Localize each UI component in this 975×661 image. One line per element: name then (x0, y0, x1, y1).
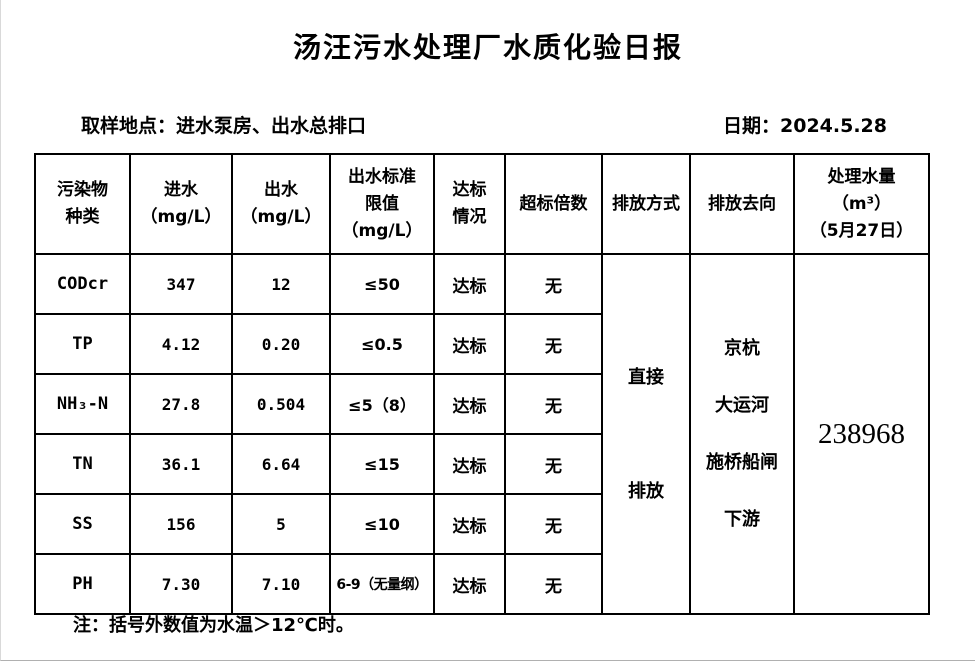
water-quality-table: 污染物 种类 进水 （mg/L） 出水 （mg/L） 出水标准 限值 （mg/L… (34, 153, 930, 615)
status-value: 达标 (433, 253, 506, 315)
col-header-inflow: 进水 （mg/L） (129, 153, 233, 255)
pollutant-name: TN (34, 433, 131, 495)
limit-value: 6-9（无量纲） (329, 553, 435, 615)
pollutant-name: NH₃-N (34, 373, 131, 435)
status-value: 达标 (433, 553, 506, 615)
inflow-value: 36.1 (129, 433, 233, 495)
table-header-row: 污染物 种类 进水 （mg/L） 出水 （mg/L） 出水标准 限值 （mg/L… (34, 153, 930, 255)
col-header-exceed: 超标倍数 (504, 153, 603, 255)
inflow-value: 4.12 (129, 313, 233, 375)
col-header-volume: 处理水量 （m³） （5月27日） (793, 153, 930, 255)
table-row: PH 7.30 7.10 6-9（无量纲） 达标 无 (34, 553, 929, 615)
table-row: TN 36.1 6.64 ≤15 达标 无 (34, 433, 929, 495)
table-row: NH₃-N 27.8 0.504 ≤5（8） 达标 无 (34, 373, 929, 435)
col-header-destination: 排放去向 (689, 153, 795, 255)
limit-value: ≤50 (329, 253, 435, 315)
page-title: 汤汪污水处理厂水质化验日报 (292, 31, 683, 64)
discharge-method-cell: 直接 排放 (601, 253, 691, 615)
limit-value: ≤10 (329, 493, 435, 555)
inflow-value: 347 (129, 253, 233, 315)
exceed-value: 无 (504, 373, 603, 435)
table-footnote: 注：括号外数值为水温＞12℃时。 (73, 615, 354, 636)
table-row: CODcr 347 12 ≤50 达标 无 直接 排放 京杭 大运河 施桥船闸 … (34, 253, 930, 615)
status-value: 达标 (433, 373, 506, 435)
outflow-value: 6.64 (231, 433, 331, 495)
discharge-destination-cell: 京杭 大运河 施桥船闸 下游 (689, 253, 795, 615)
status-value: 达标 (433, 433, 506, 495)
col-header-pollutant: 污染物 种类 (34, 153, 131, 255)
status-value: 达标 (433, 493, 506, 555)
inflow-value: 7.30 (129, 553, 233, 615)
treated-volume-cell: 238968 (793, 253, 930, 615)
sampling-location-label: 取样地点：进水泵房、出水总排口 (81, 115, 367, 137)
limit-value: ≤15 (329, 433, 435, 495)
status-value: 达标 (433, 313, 506, 375)
pollutant-name: SS (34, 493, 131, 555)
outflow-value: 0.504 (231, 373, 331, 435)
pollutant-name: CODcr (34, 253, 131, 315)
limit-value: ≤0.5 (329, 313, 435, 375)
outflow-value: 0.20 (231, 313, 331, 375)
exceed-value: 无 (504, 253, 603, 315)
col-header-limit: 出水标准 限值 （mg/L） (329, 153, 435, 255)
inflow-value: 156 (129, 493, 233, 555)
outflow-value: 5 (231, 493, 331, 555)
col-header-method: 排放方式 (601, 153, 691, 255)
col-header-status: 达标 情况 (433, 153, 506, 255)
table-row: SS 156 5 ≤10 达标 无 (34, 493, 929, 555)
limit-value: ≤5（8） (329, 373, 435, 435)
outflow-value: 12 (231, 253, 331, 315)
col-header-outflow: 出水 （mg/L） (231, 153, 331, 255)
inflow-value: 27.8 (129, 373, 233, 435)
pollutant-name: TP (34, 313, 131, 375)
pollutant-name: PH (34, 553, 131, 615)
exceed-value: 无 (504, 553, 603, 615)
exceed-value: 无 (504, 433, 603, 495)
exceed-value: 无 (504, 313, 603, 375)
report-date-label: 日期：2024.5.28 (723, 115, 887, 137)
outflow-value: 7.10 (231, 553, 331, 615)
table-row: TP 4.12 0.20 ≤0.5 达标 无 (34, 313, 929, 375)
exceed-value: 无 (504, 493, 603, 555)
